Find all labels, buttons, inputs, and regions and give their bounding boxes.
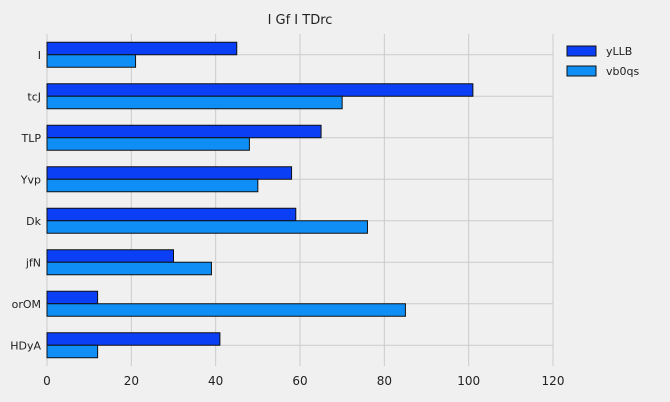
bar-yLLB-TLP [46,124,322,139]
x-axis: 0 20 40 60 80 100 120 [43,374,564,388]
bar-yLLB-orOM [46,290,99,305]
bar-vb0qs-I [46,54,137,68]
bar-vb0qs-TLP [46,137,250,151]
y-tick-label: Yvp [20,173,41,186]
x-tick-label: 80 [377,374,392,388]
bar-vb0qs-HDyA [46,344,99,359]
y-tick-label: tcJ [27,90,41,103]
bar-vb0qs-Dk [46,220,368,234]
y-tick-label: TLP [21,132,42,145]
bar-yLLB-jfN [46,249,174,263]
y-tick-label: orOM [12,298,41,311]
bar-vb0qs-jfN [46,261,212,276]
bars [46,41,474,359]
chart-title: I Gf I TDrc [268,13,333,28]
x-tick-label: 120 [542,374,565,388]
x-tick-label: 100 [457,374,480,388]
legend-swatch-yLLB [566,45,597,57]
y-tick-label: I [38,49,41,62]
bar-yLLB-HDyA [46,332,221,346]
y-tick-label: HDyA [10,339,41,352]
legend-swatch-vb0qs [566,65,597,77]
legend-label-yLLB: yLLB [606,45,632,58]
x-tick-label: 60 [292,374,307,388]
legend-label-vb0qs: vb0qs [606,65,639,78]
bar-yLLB-tcJ [46,83,474,97]
y-tick-label: Dk [26,215,41,228]
bar-yLLB-Yvp [46,166,293,180]
bar-yLLB-Dk [46,207,297,222]
bar-yLLB-I [46,41,238,56]
x-tick-label: 40 [208,374,223,388]
x-tick-label: 0 [43,374,51,388]
x-tick-label: 20 [124,374,139,388]
bar-vb0qs-orOM [46,303,406,317]
bar-vb0qs-tcJ [46,95,343,110]
bar-vb0qs-Yvp [46,178,259,193]
legend: yLLB vb0qs [566,45,639,78]
y-tick-label: jfN [25,256,41,269]
